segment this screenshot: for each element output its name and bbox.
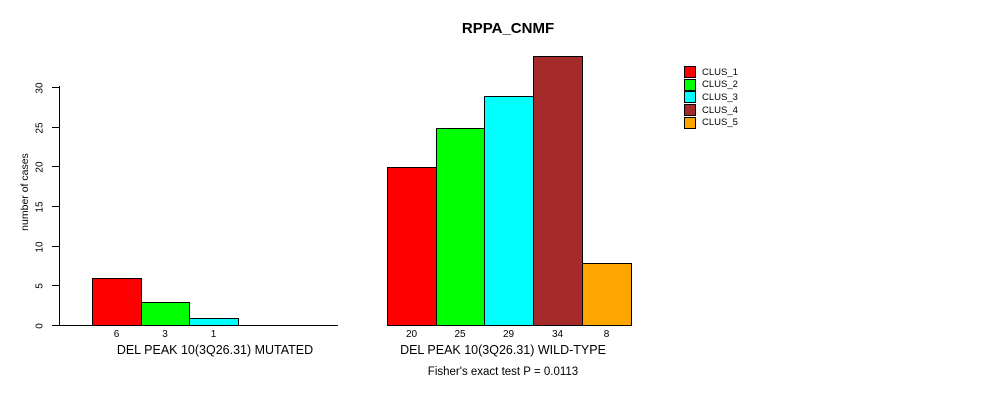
y-tick: [52, 245, 59, 247]
bar-value-mutated-CLUS_1: 6: [113, 329, 120, 340]
y-tick: [52, 166, 59, 168]
bar-value-mutated-CLUS_2: 3: [162, 329, 168, 340]
y-tick-label: 0: [34, 323, 46, 329]
bar-mutated-CLUS_3: [189, 318, 239, 326]
legend-swatch-CLUS_4: [684, 104, 696, 117]
y-axis-line: [59, 86, 60, 326]
annotation-text: Fisher's exact test P = 0.0113: [427, 366, 579, 378]
y-axis-label: number of cases: [19, 153, 31, 231]
bar-value-wildtype-CLUS_3: 29: [502, 329, 515, 340]
legend-swatch-CLUS_3: [684, 91, 696, 104]
y-tick-label: 20: [34, 161, 46, 173]
bar-value-wildtype-CLUS_1: 20: [405, 329, 418, 340]
bar-wildtype-CLUS_5: [582, 263, 632, 326]
y-tick: [52, 325, 59, 326]
legend-label: CLUS_5: [702, 117, 738, 129]
y-tick: [52, 206, 59, 208]
chart-title: RPPA_CNMF: [461, 20, 555, 37]
legend-label: CLUS_1: [702, 66, 738, 78]
group-label-wildtype: DEL PEAK 10(3Q26.31) WILD-TYPE: [400, 343, 606, 357]
bar-wildtype-CLUS_4: [533, 56, 583, 326]
y-tick: [52, 87, 59, 89]
bar-value-wildtype-CLUS_4: 34: [551, 329, 564, 340]
bar-wildtype-CLUS_1: [387, 167, 437, 326]
legend-label: CLUS_3: [702, 91, 738, 103]
group-label-mutated: DEL PEAK 10(3Q26.31) MUTATED: [116, 343, 314, 357]
bar-mutated-CLUS_1: [92, 278, 142, 326]
bar-wildtype-CLUS_2: [436, 128, 485, 326]
y-tick-label: 10: [34, 241, 46, 253]
legend-item-CLUS_1: CLUS_1: [684, 66, 738, 79]
y-tick-label: 30: [34, 82, 46, 94]
bar-wildtype-CLUS_3: [484, 96, 534, 326]
y-tick-label: 15: [34, 201, 46, 213]
legend-item-CLUS_3: CLUS_3: [684, 91, 738, 104]
legend-item-CLUS_2: CLUS_2: [684, 78, 738, 92]
y-tick: [52, 285, 59, 287]
bar-value-wildtype-CLUS_5: 8: [603, 329, 610, 340]
bar-value-mutated-CLUS_3: 1: [210, 329, 217, 340]
legend-item-CLUS_5: CLUS_5: [684, 116, 738, 129]
legend: CLUS_1 CLUS_2 CLUS_3 CLUS_4 CLUS_5: [684, 66, 738, 129]
legend-item-CLUS_4: CLUS_4: [684, 104, 738, 117]
bar-mutated-CLUS_2: [141, 302, 190, 326]
y-tick: [52, 126, 59, 128]
bar-value-wildtype-CLUS_2: 25: [454, 329, 466, 340]
y-tick-label: 25: [34, 122, 46, 134]
y-tick-label: 5: [34, 283, 46, 290]
legend-swatch-CLUS_5: [684, 116, 696, 129]
legend-label: CLUS_4: [702, 104, 738, 116]
legend-swatch-CLUS_1: [684, 66, 696, 79]
legend-swatch-CLUS_2: [684, 78, 696, 91]
legend-label: CLUS_2: [702, 79, 738, 91]
